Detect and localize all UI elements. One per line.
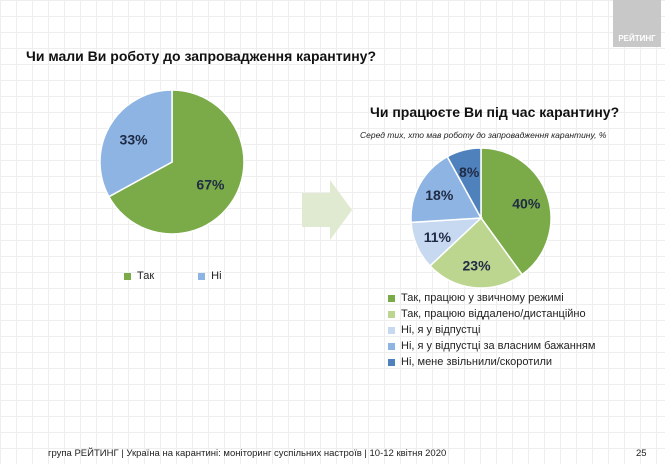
legend-swatch: [388, 342, 395, 350]
legend-swatch: [388, 294, 395, 302]
legend-swatch: [388, 310, 395, 318]
arrow-icon: [302, 180, 352, 240]
pie-slice: [446, 147, 482, 219]
pie-slice: [480, 147, 552, 276]
legend-item: Ні: [198, 268, 222, 284]
data-label: 67%: [196, 177, 225, 193]
legend-swatch: [388, 358, 395, 366]
chart2-title: Чи працюєте Ви під час карантину?: [370, 104, 620, 120]
pie-slice: [99, 89, 173, 198]
legend-item: Так: [124, 268, 154, 284]
data-label: 33%: [120, 131, 149, 147]
chart2-subtitle: Серед тих, хто мав роботу до запроваджен…: [360, 130, 607, 140]
legend-swatch: [198, 272, 206, 280]
data-label: 18%: [425, 187, 454, 203]
data-label: 23%: [463, 257, 492, 273]
legend-item: Ні, я у відпустці: [388, 322, 595, 338]
footer: група РЕЙТИНГ | Україна на карантині: мо…: [48, 448, 447, 459]
data-label: 8%: [459, 164, 480, 180]
chart1-title: Чи мали Ви роботу до запровадження каран…: [26, 48, 377, 64]
legend-item: Так, працюю віддалено/дистанційно: [388, 306, 595, 322]
pie-slice: [428, 216, 524, 289]
legend-swatch: [124, 272, 131, 280]
data-label: 11%: [424, 229, 452, 245]
chart1-legend: Так Ні: [124, 268, 222, 284]
chart2-legend: Так, працюю у звичному режимі Так, працю…: [388, 290, 595, 370]
legend-item: Так, працюю у звичному режимі: [388, 290, 595, 306]
legend-swatch: [388, 326, 395, 334]
legend-item: Ні, мене звільнили/скоротили: [388, 354, 595, 370]
pie-slice: [410, 155, 483, 224]
legend-item: Ні, я у відпустці за власним бажанням: [388, 338, 595, 354]
data-label: 40%: [512, 195, 541, 211]
page-number: 25: [636, 448, 647, 459]
pie-slice: [107, 89, 245, 235]
logo: РЕЙТИНГ: [613, 0, 661, 47]
